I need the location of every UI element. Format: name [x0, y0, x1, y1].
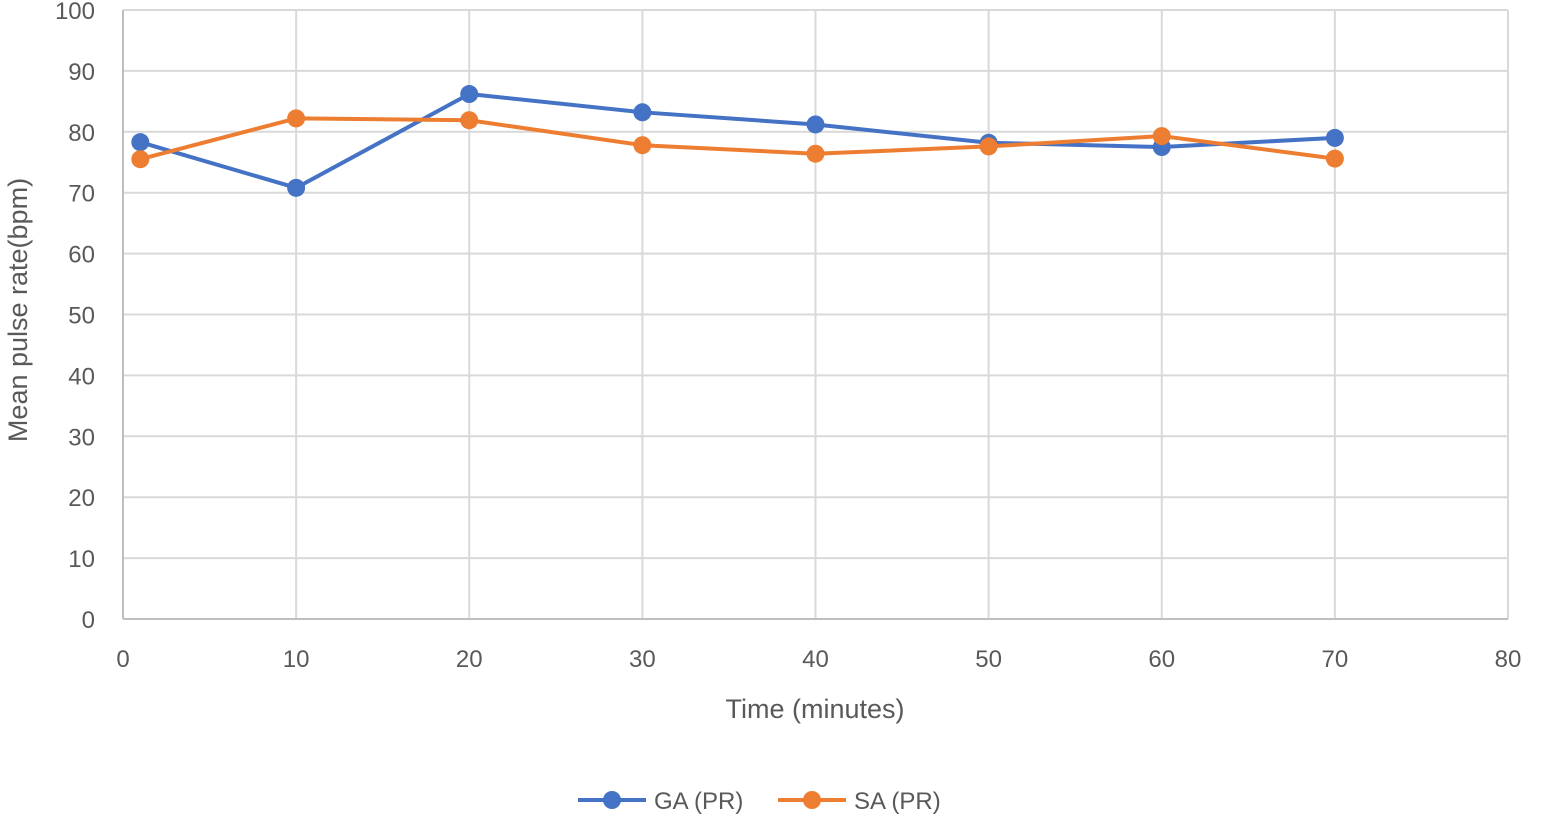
x-tick-label: 70 [1322, 646, 1349, 673]
data-point [1325, 149, 1344, 168]
data-point [131, 133, 150, 152]
series-line [139, 92, 1335, 190]
x-tick-label: 30 [629, 646, 656, 673]
x-tick-label: 10 [283, 646, 310, 673]
series-line [139, 116, 1336, 162]
axes [122, 10, 1508, 620]
data-point [287, 178, 306, 197]
y-tick-labels: 0 10 20 30 40 50 60 70 80 90 100 [55, 0, 95, 634]
y-tick-label: 90 [68, 59, 95, 86]
data-point [633, 136, 652, 155]
y-axis-title: Mean pulse rate(bpm) [3, 178, 33, 442]
y-tick-label: 30 [68, 424, 95, 451]
y-tick-label: 40 [68, 363, 95, 390]
x-tick-label: 40 [802, 646, 829, 673]
x-tick-label: 80 [1495, 646, 1522, 673]
legend-item: GA (PR) [578, 788, 743, 815]
series-group [131, 85, 1344, 197]
y-tick-label: 70 [68, 181, 95, 208]
y-tick-label: 10 [68, 546, 95, 573]
data-point [287, 109, 306, 128]
x-axis-title: Time (minutes) [725, 694, 904, 724]
x-tick-label: 60 [1148, 646, 1175, 673]
y-tick-label: 80 [68, 120, 95, 147]
legend-item: SA (PR) [778, 788, 941, 815]
y-tick-label: 50 [68, 303, 95, 330]
legend-label: GA (PR) [654, 788, 743, 815]
data-point [460, 85, 479, 104]
series-sa-pr [131, 109, 1344, 169]
x-tick-label: 20 [456, 646, 483, 673]
x-tick-labels: 0 10 20 30 40 50 60 70 80 [116, 646, 1521, 673]
data-point [1152, 127, 1171, 146]
legend-dot-marker [803, 791, 821, 809]
x-tick-label: 0 [116, 646, 129, 673]
data-point [633, 103, 652, 122]
data-point [460, 111, 479, 130]
y-tick-label: 20 [68, 485, 95, 512]
y-tick-label: 0 [82, 607, 95, 634]
x-tick-label: 50 [975, 646, 1002, 673]
data-point [806, 144, 825, 163]
legend-dot-marker [603, 791, 621, 809]
legend-label: SA (PR) [854, 788, 941, 815]
legend: GA (PR) SA (PR) [578, 788, 941, 815]
y-tick-label: 60 [68, 242, 95, 269]
data-point [979, 137, 998, 156]
data-point [131, 150, 150, 169]
y-tick-label: 100 [55, 0, 95, 25]
data-point [1325, 128, 1344, 147]
gridlines [122, 9, 1509, 620]
data-point [806, 115, 825, 134]
